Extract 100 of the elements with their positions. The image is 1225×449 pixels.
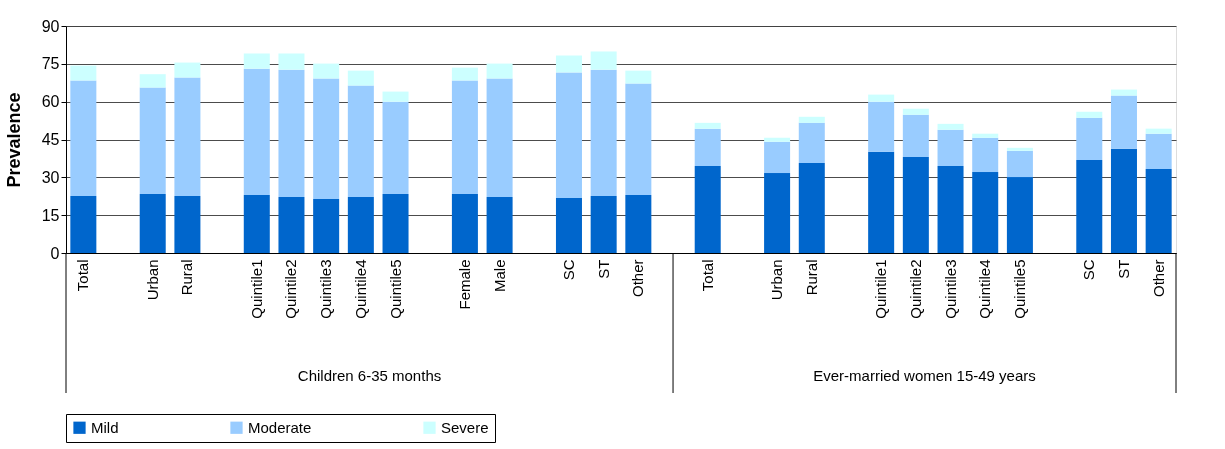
y-tick-label: 45 (41, 131, 60, 148)
bar (174, 196, 201, 253)
bar (972, 137, 999, 173)
bar (937, 123, 964, 130)
x-tick-label: SC (559, 259, 577, 281)
x-tick-label: Quintile5 (1010, 259, 1028, 319)
legend-label: Severe (441, 418, 489, 436)
bar (972, 133, 999, 138)
bar (382, 193, 409, 253)
bar (278, 197, 305, 253)
bar (868, 151, 895, 253)
bar (70, 196, 97, 253)
y-tick-label: 15 (41, 206, 60, 224)
x-tick-label: Quintile2 (282, 259, 300, 319)
bar (1110, 148, 1137, 253)
bar (1076, 117, 1103, 160)
x-tick-label: ST (594, 259, 612, 279)
bar (243, 194, 270, 253)
bar (694, 165, 721, 253)
bar (764, 137, 791, 142)
x-tick-label: Quintile2 (906, 259, 924, 319)
bar (902, 108, 929, 115)
x-tick-label: Male (490, 259, 508, 293)
x-tick-label: Quintile3 (317, 259, 335, 319)
bar (555, 55, 582, 73)
y-tick-label: 75 (41, 55, 60, 73)
bar (451, 193, 478, 253)
legend-label: Mild (91, 418, 119, 436)
bar (798, 122, 825, 163)
x-tick-label: ST (1114, 259, 1132, 279)
bar (972, 172, 999, 253)
bar (174, 62, 201, 78)
bar (347, 70, 374, 86)
bar (1006, 147, 1033, 151)
bar (1145, 169, 1172, 253)
bar (313, 199, 340, 253)
bar (382, 91, 409, 102)
bar (1145, 133, 1172, 170)
bar (139, 193, 166, 253)
x-tick-label: Other (1149, 259, 1167, 298)
bar (139, 87, 166, 194)
bar (694, 122, 721, 129)
x-tick-label: Quintile4 (976, 259, 994, 319)
x-tick-label: Quintile1 (872, 259, 890, 319)
bar (139, 74, 166, 88)
y-axis-title: Prevalence (3, 92, 24, 188)
bar (1006, 177, 1033, 253)
bar (451, 67, 478, 81)
bar (70, 65, 97, 81)
x-tick-label: Female (455, 259, 473, 310)
bar (590, 51, 617, 70)
x-tick-label: Urban (143, 259, 161, 301)
bar (1110, 95, 1137, 149)
x-tick-label: Total (698, 259, 716, 292)
y-tick-label: 0 (50, 244, 60, 262)
bar (798, 116, 825, 123)
bar (625, 70, 652, 84)
x-tick-label: Other (629, 259, 647, 298)
bar (590, 196, 617, 253)
text: Children 6-35 months (297, 367, 442, 384)
bar (278, 69, 305, 198)
bar (243, 53, 270, 69)
bar (937, 129, 964, 166)
legend-label: Moderate (248, 418, 312, 436)
x-tick-label: Rural (178, 259, 196, 296)
bar (798, 162, 825, 253)
bar (937, 165, 964, 253)
bar (555, 198, 582, 253)
bar (1110, 89, 1137, 96)
bar (555, 72, 582, 199)
bar (902, 156, 929, 253)
bar (70, 80, 97, 196)
bar (1145, 128, 1172, 134)
bar (347, 197, 374, 253)
bar (313, 78, 340, 200)
bar (174, 77, 201, 196)
bar (486, 63, 513, 79)
y-tick-label: 30 (41, 168, 60, 186)
bar (868, 101, 895, 152)
bar (902, 114, 929, 157)
bar (382, 101, 409, 194)
text: Ever-married women 15-49 years (813, 367, 1036, 384)
x-tick-label: Quintile4 (351, 259, 369, 319)
bar (313, 63, 340, 79)
bar (486, 197, 513, 253)
bar (1076, 111, 1103, 118)
x-tick-label: Rural (802, 259, 820, 296)
x-tick-label: Urban (768, 259, 786, 301)
bar (625, 194, 652, 253)
x-tick-label: Quintile3 (941, 259, 959, 319)
y-tick-label: 90 (41, 17, 60, 35)
bar (694, 128, 721, 166)
bar (764, 173, 791, 253)
x-tick-label: SC (1080, 259, 1098, 281)
bar (278, 53, 305, 70)
bar (243, 68, 270, 195)
bar (451, 80, 478, 194)
x-tick-label: Total (74, 259, 92, 292)
bar (347, 85, 374, 198)
x-tick-label: Quintile1 (247, 259, 265, 319)
